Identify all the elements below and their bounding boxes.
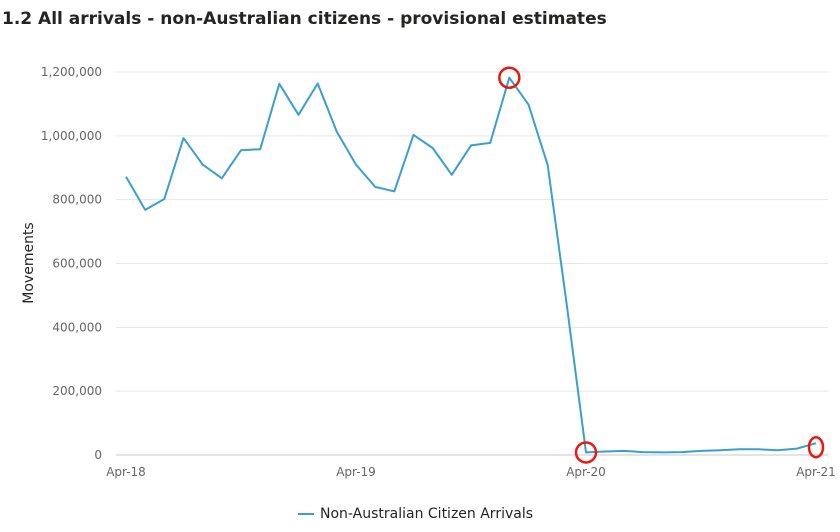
y-tick-label: 600,000: [52, 257, 102, 271]
y-tick-label: 800,000: [52, 193, 102, 207]
legend[interactable]: Non-Australian Citizen Arrivals: [298, 506, 533, 522]
highlight-circle: [498, 66, 521, 89]
line-chart: 0 200,000 400,000 600,000 800,000 1,000,000 1,…: [21, 65, 836, 479]
legend-label: Non-Australian Citizen Arrivals: [320, 506, 534, 522]
series-line-non-australian-citizen-arrivals: [125, 76, 817, 454]
y-tick-label: 0: [94, 448, 102, 462]
y-tick-label: 1,200,000: [41, 65, 102, 79]
highlight-circles: [498, 66, 825, 464]
legend-swatch: [298, 513, 314, 515]
y-tick-label: 200,000: [52, 384, 102, 398]
x-tick-label: Apr-20: [566, 465, 606, 479]
y-tick-label: 400,000: [52, 320, 102, 334]
x-tick-label: Apr-18: [106, 465, 146, 479]
highlight-circle: [574, 441, 598, 464]
y-axis-ticks: 0 200,000 400,000 600,000 800,000 1,000,000 1,…: [41, 65, 102, 462]
x-axis-ticks: Apr-18 Apr-19 Apr-20 Apr-21: [106, 465, 836, 479]
x-tick-label: Apr-21: [796, 465, 836, 479]
chart-title: 1.2 All arrivals - non-Australian citize…: [2, 9, 607, 29]
gridlines: [116, 71, 828, 456]
highlight-circle: [807, 435, 825, 459]
y-tick-label: 1,000,000: [41, 129, 102, 143]
x-tick-label: Apr-19: [336, 465, 376, 479]
y-axis-label: Movements: [21, 222, 37, 303]
